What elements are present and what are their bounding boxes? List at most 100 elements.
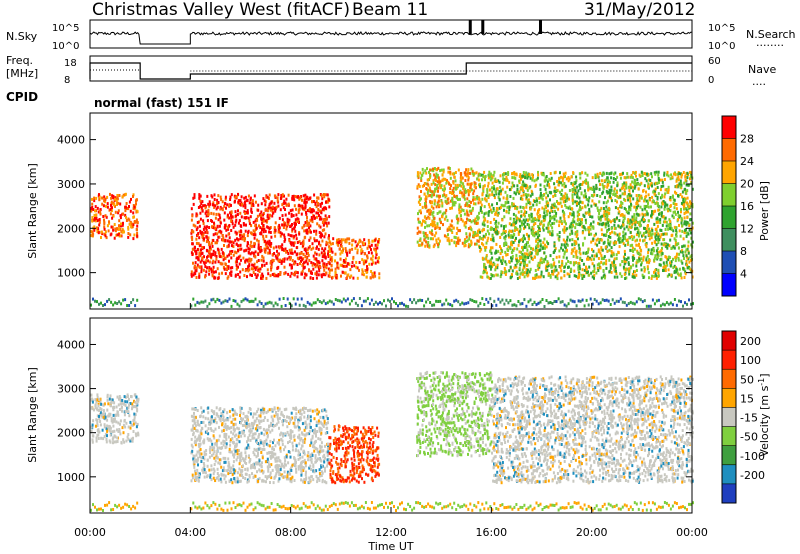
echo-cell xyxy=(289,209,292,213)
echo-cell xyxy=(323,195,326,199)
echo-cell xyxy=(351,247,354,251)
echo-cell xyxy=(224,202,227,206)
echo-cell xyxy=(515,218,518,222)
echo-cell xyxy=(132,204,135,207)
echo-cell xyxy=(266,301,269,305)
echo-cell xyxy=(302,261,305,265)
echo-cell xyxy=(658,208,661,212)
echo-cell xyxy=(681,261,684,265)
echo-cell xyxy=(230,244,233,248)
echo-cell xyxy=(666,257,669,261)
echo-cell xyxy=(469,219,471,222)
echo-cell xyxy=(508,260,511,264)
echo-cell xyxy=(491,181,494,185)
echo-cell xyxy=(452,186,455,190)
echo-cell xyxy=(582,194,585,198)
echo-cell xyxy=(194,264,196,268)
echo-cell xyxy=(293,221,296,225)
echo-cell xyxy=(622,237,625,240)
echo-cell xyxy=(681,195,684,199)
echo-cell xyxy=(603,240,606,244)
echo-cell xyxy=(678,182,681,186)
echo-cell xyxy=(196,300,199,304)
echo-cell xyxy=(518,275,521,279)
echo-cell xyxy=(475,242,478,246)
echo-cell xyxy=(293,226,296,230)
echo-cell xyxy=(245,223,247,227)
echo-cell xyxy=(610,246,613,250)
echo-cell xyxy=(680,221,683,225)
echo-cell xyxy=(523,182,526,186)
echo-cell xyxy=(444,177,447,181)
echo-cell xyxy=(198,236,201,240)
echo-cell xyxy=(481,256,484,260)
echo-cell xyxy=(575,261,578,265)
echo-cell xyxy=(247,194,250,198)
echo-cell xyxy=(683,207,685,211)
echo-cell xyxy=(623,234,626,238)
echo-cell xyxy=(228,259,230,263)
echo-cell xyxy=(455,187,457,191)
echo-cell xyxy=(192,223,195,227)
echo-cell xyxy=(662,266,665,269)
echo-cell xyxy=(352,238,355,242)
echo-cell xyxy=(239,254,242,258)
echo-cell xyxy=(660,242,663,246)
echo-cell xyxy=(619,236,622,240)
echo-cell xyxy=(515,265,518,269)
echo-cell xyxy=(547,194,549,198)
echo-cell xyxy=(495,219,498,223)
echo-cell xyxy=(609,240,612,244)
echo-cell xyxy=(638,199,641,203)
echo-cell xyxy=(535,232,538,236)
echo-cell xyxy=(222,258,225,262)
echo-cell xyxy=(283,233,286,237)
echo-cell xyxy=(269,261,272,265)
echo-cell xyxy=(654,190,657,194)
echo-cell xyxy=(228,224,231,227)
echo-cell xyxy=(371,254,374,258)
echo-cell xyxy=(435,205,438,209)
echo-cell xyxy=(361,268,364,272)
echo-cell xyxy=(485,255,488,259)
echo-cell xyxy=(553,249,556,253)
echo-cell xyxy=(464,179,467,182)
echo-cell xyxy=(272,259,275,262)
echo-cell xyxy=(353,264,356,268)
echo-cell xyxy=(677,214,680,218)
echo-cell xyxy=(427,215,430,219)
echo-cell xyxy=(115,198,118,202)
echo-cell xyxy=(475,234,477,237)
echo-cell xyxy=(278,216,281,220)
echo-cell xyxy=(193,195,196,199)
noise-left-tick-top: 10^5 xyxy=(52,23,79,34)
echo-cell xyxy=(325,216,328,220)
echo-cell xyxy=(536,248,539,252)
echo-cell xyxy=(286,257,289,261)
echo-cell xyxy=(623,257,626,261)
echo-cell xyxy=(509,247,512,251)
echo-cell xyxy=(193,245,196,249)
echo-cell xyxy=(681,229,684,233)
echo-cell xyxy=(595,238,598,242)
echo-cell xyxy=(556,273,559,277)
echo-cell xyxy=(234,299,237,303)
echo-cell xyxy=(136,224,139,228)
echo-cell xyxy=(665,260,668,264)
echo-cell xyxy=(522,266,525,270)
echo-cell xyxy=(266,209,269,213)
echo-cell xyxy=(652,247,655,251)
echo-cell xyxy=(479,185,482,189)
echo-cell xyxy=(311,271,313,275)
echo-cell xyxy=(456,183,459,187)
echo-cell xyxy=(590,204,593,208)
echo-cell xyxy=(213,193,216,197)
echo-cell xyxy=(578,275,580,279)
echo-cell xyxy=(496,232,499,236)
echo-cell xyxy=(485,232,487,236)
echo-cell xyxy=(219,221,222,225)
echo-cell xyxy=(432,181,435,185)
echo-cell xyxy=(216,267,219,271)
echo-cell xyxy=(629,206,632,209)
echo-cell xyxy=(675,191,678,195)
